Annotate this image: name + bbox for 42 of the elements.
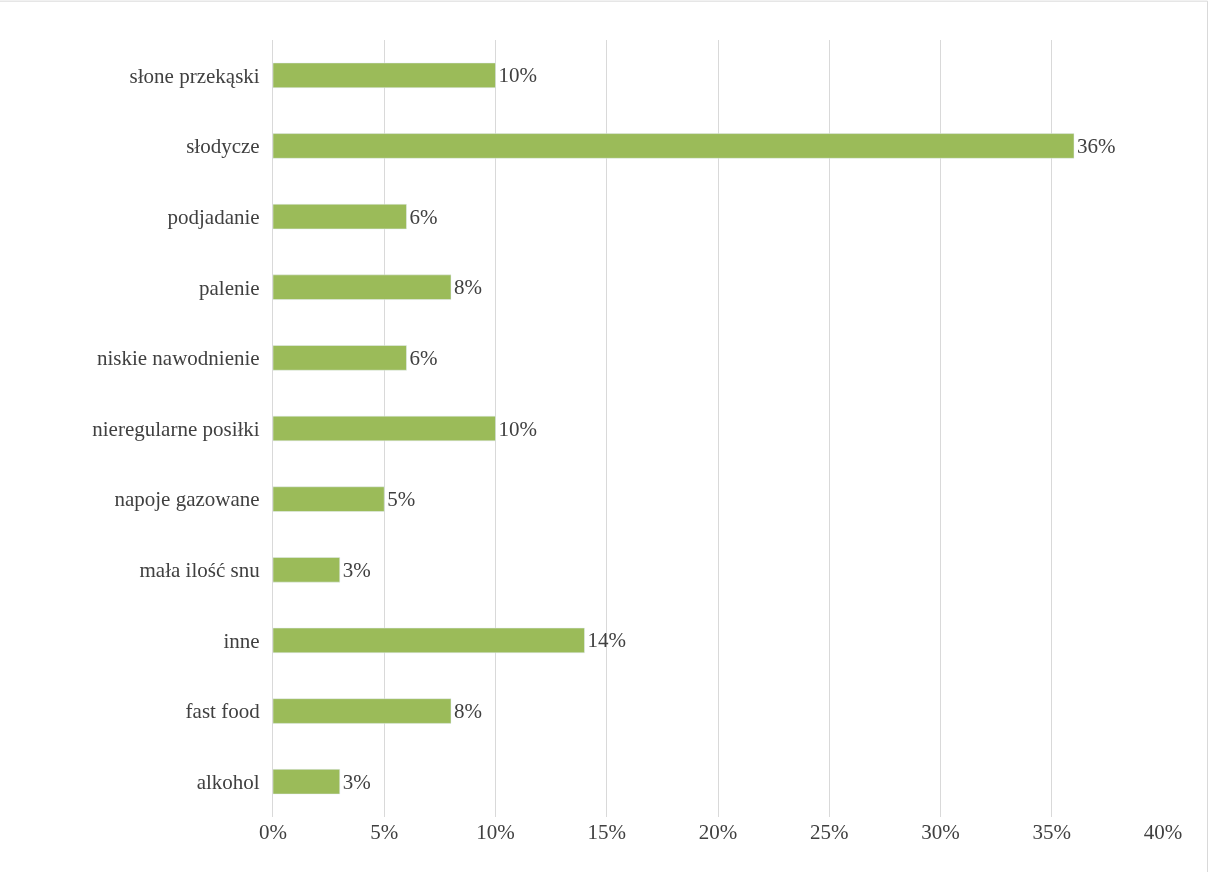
data-label: 8%: [454, 699, 482, 724]
data-label: 36%: [1077, 133, 1116, 158]
y-tick-label: słone przekąski: [129, 63, 260, 88]
bar: [273, 486, 385, 512]
x-tick-label: 10%: [476, 820, 515, 844]
data-label: 14%: [587, 628, 626, 653]
bar: [273, 62, 496, 88]
x-tick-label: 15%: [587, 820, 626, 844]
bar: [273, 203, 407, 230]
x-tick-label: 5%: [370, 820, 399, 844]
data-label: 10%: [498, 416, 537, 441]
data-label: 3%: [342, 557, 371, 582]
bar: [273, 698, 452, 724]
x-tick-label: 0%: [259, 820, 287, 844]
y-tick-label: fast food: [185, 699, 261, 724]
y-tick-label: napoje gazowane: [114, 487, 260, 512]
bar: [273, 274, 452, 300]
bar: [273, 415, 496, 442]
bar: [273, 627, 585, 654]
bar: [273, 557, 340, 583]
data-label: 6%: [409, 204, 438, 229]
data-label: 10%: [498, 63, 537, 88]
y-tick-label: słodycze: [186, 134, 260, 159]
x-tick-label: 20%: [698, 820, 738, 844]
y-tick-label: inne: [223, 628, 260, 653]
y-tick-label: alkohol: [196, 770, 260, 795]
y-tick-label: nieregularne posiłki: [92, 416, 260, 441]
y-tick-label: palenie: [199, 275, 260, 300]
x-tick-label: 30%: [921, 820, 960, 844]
bar: [273, 133, 1075, 159]
x-tick-label: 35%: [1032, 820, 1071, 844]
data-label: 6%: [409, 345, 438, 370]
y-tick-label: niskie nawodnienie: [96, 346, 260, 371]
y-tick-label: podjadanie: [167, 204, 260, 229]
data-label: 3%: [342, 769, 371, 794]
y-tick-label: mała ilość snu: [139, 558, 261, 583]
data-label: 5%: [387, 487, 416, 512]
bar: [273, 769, 340, 795]
data-label: 8%: [454, 275, 482, 300]
x-tick-label: 25%: [810, 820, 849, 844]
x-tick-label: 40%: [1143, 820, 1183, 844]
bar: [273, 345, 407, 371]
